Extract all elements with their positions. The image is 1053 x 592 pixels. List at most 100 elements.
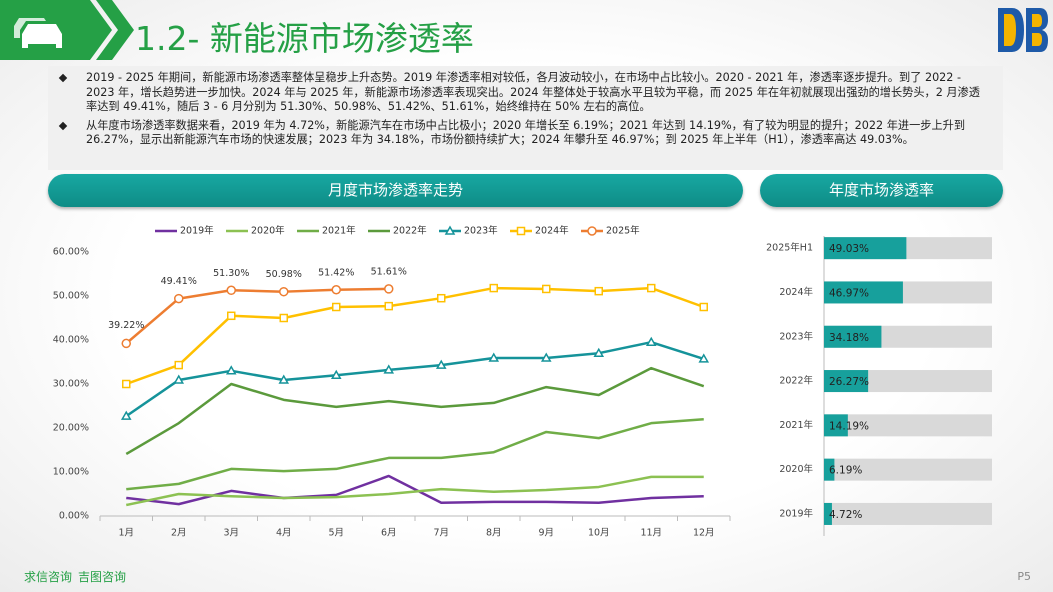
bar xyxy=(824,414,848,437)
series-line xyxy=(126,417,704,491)
x-tick-label: 6月 xyxy=(381,528,397,539)
bar-track xyxy=(824,458,992,481)
bar xyxy=(824,370,869,393)
bar xyxy=(824,281,903,304)
y-tick-label: 2019年 xyxy=(779,507,813,519)
summary-box: 2019 - 2025 年期间，新能源市场渗透率整体呈稳步上升态势。2019 年… xyxy=(48,66,1003,170)
marker xyxy=(489,283,498,293)
data-label: 49.03% xyxy=(829,243,869,255)
y-tick-label: 2023年 xyxy=(779,330,813,342)
data-label: 26.27% xyxy=(829,376,869,388)
y-tick-label: 0.00% xyxy=(59,511,89,522)
legend-label: 2022年 xyxy=(393,225,427,237)
series-line xyxy=(125,475,704,507)
x-tick-label: 5月 xyxy=(328,528,344,539)
y-tick-label: 30.00% xyxy=(53,379,89,390)
bar xyxy=(824,325,882,348)
legend-label: 2020年 xyxy=(251,225,285,237)
marker xyxy=(279,313,288,323)
legend-label: 2019年 xyxy=(180,225,214,237)
y-tick-label: 40.00% xyxy=(53,335,89,346)
data-label: 6.19% xyxy=(829,465,862,477)
marker xyxy=(540,352,552,362)
marker xyxy=(516,226,526,236)
x-tick-label: 11月 xyxy=(640,528,662,539)
marker xyxy=(279,286,289,297)
page-title: 1.2- 新能源市场渗透率 xyxy=(135,19,474,58)
series-line xyxy=(125,340,705,418)
legend-label: 2025年 xyxy=(606,225,640,237)
marker xyxy=(120,410,132,420)
marker xyxy=(698,353,710,363)
x-tick-label: 12月 xyxy=(693,528,715,539)
logo xyxy=(998,8,1048,52)
x-tick-label: 7月 xyxy=(433,528,449,539)
y-tick-label: 10.00% xyxy=(53,467,89,478)
marker xyxy=(174,360,183,370)
bullet-text: 从年度市场渗透率数据来看，2019 年为 4.72%，新能源汽车在市场中占比极小… xyxy=(86,119,991,148)
x-tick-label: 10月 xyxy=(588,528,610,539)
series-line xyxy=(126,474,704,506)
data-label: 34.18% xyxy=(829,332,869,344)
legend-label: 2021年 xyxy=(322,225,356,237)
x-tick-label: 2月 xyxy=(171,528,187,539)
marker xyxy=(122,379,131,389)
header-chevron xyxy=(96,0,134,60)
marker xyxy=(383,364,395,374)
marker xyxy=(225,365,237,375)
y-tick-label: 2020年 xyxy=(779,463,813,475)
chart-title: 月度市场渗透率走势 xyxy=(48,174,743,207)
chart-title: 年度市场渗透率 xyxy=(760,174,1003,207)
marker xyxy=(384,301,393,311)
data-label: 50.98% xyxy=(266,269,302,280)
data-label: 51.30% xyxy=(213,268,249,279)
y-tick-label: 2025年H1 xyxy=(766,242,813,254)
data-label: 51.61% xyxy=(371,266,407,277)
y-tick-label: 2021年 xyxy=(779,419,813,431)
marker xyxy=(437,293,446,303)
y-tick-label: 2024年 xyxy=(779,286,813,298)
brand: 吉图咨询 xyxy=(78,570,127,584)
legend-label: 2024年 xyxy=(535,225,569,237)
series-line xyxy=(125,286,705,386)
bar-track xyxy=(824,502,992,525)
page-number: P5 xyxy=(1017,570,1031,583)
data-label: 51.42% xyxy=(318,267,354,278)
x-tick-label: 1月 xyxy=(118,528,134,539)
data-label: 46.97% xyxy=(829,287,869,299)
marker xyxy=(121,338,131,349)
marker xyxy=(226,285,236,296)
y-tick-label: 60.00% xyxy=(53,247,89,258)
y-tick-label: 2022年 xyxy=(779,375,813,387)
legend-label: 2023年 xyxy=(464,225,498,237)
x-tick-label: 4月 xyxy=(276,528,292,539)
bar-track xyxy=(824,414,992,437)
y-tick-label: 50.00% xyxy=(53,291,89,302)
footer-brands: 求信咨询 吉图咨询 xyxy=(24,568,132,585)
marker xyxy=(173,374,185,384)
marker xyxy=(645,336,657,346)
data-label: 4.72% xyxy=(829,509,862,521)
marker xyxy=(542,284,551,294)
x-tick-label: 9月 xyxy=(538,528,554,539)
marker xyxy=(330,369,342,379)
marker xyxy=(332,302,341,312)
data-label: 14.19% xyxy=(829,420,869,432)
marker xyxy=(587,226,597,236)
marker xyxy=(174,293,184,304)
bar xyxy=(824,237,907,260)
data-label: 39.22% xyxy=(108,320,144,331)
marker xyxy=(594,286,603,296)
marker xyxy=(227,311,236,321)
marker xyxy=(488,352,500,362)
car-icon xyxy=(14,18,62,48)
x-tick-label: 3月 xyxy=(223,528,239,539)
marker xyxy=(444,225,456,235)
bar xyxy=(824,458,835,481)
marker xyxy=(435,359,447,369)
series-line xyxy=(125,366,705,456)
x-tick-label: 8月 xyxy=(486,528,502,539)
marker xyxy=(384,284,394,294)
